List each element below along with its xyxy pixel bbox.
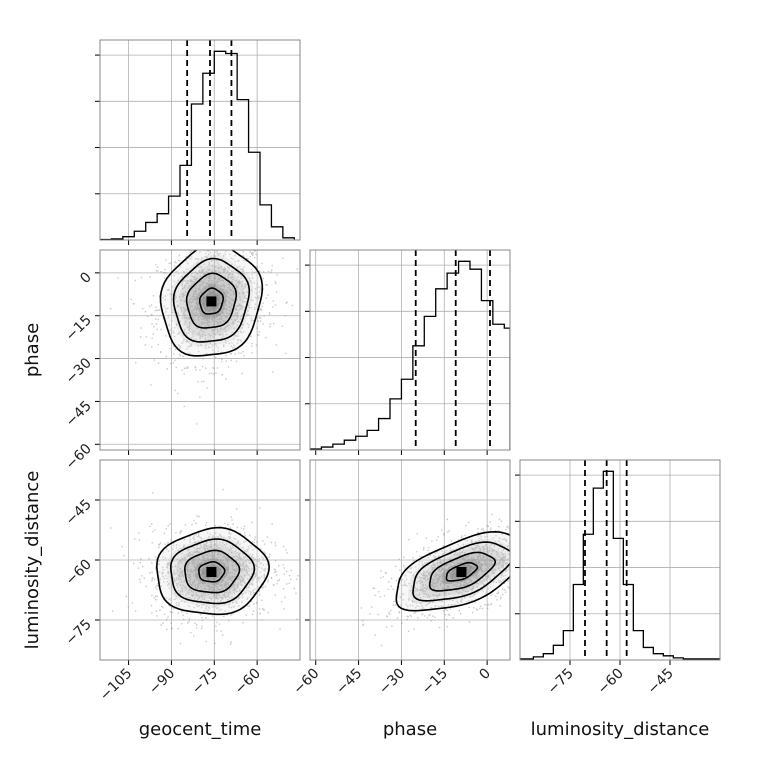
histogram-geocent_time bbox=[95, 39, 301, 245]
histogram-body bbox=[100, 40, 300, 240]
density-shade bbox=[394, 530, 510, 612]
y-tick-label-phase: −15 bbox=[63, 312, 95, 344]
x-tick-label-phase: 0 bbox=[476, 666, 494, 684]
scatter-points bbox=[110, 488, 299, 645]
histogram-step bbox=[520, 470, 720, 660]
x-tick-label-phase: −30 bbox=[376, 666, 408, 698]
panels: −75 −60 −45−60−45−30−150−75−60−45−105 −90 −7… bbox=[63, 39, 721, 705]
pair-phase-luminosity_distance: −60 −45 −30 −15 0 bbox=[290, 459, 511, 698]
x-tick-label-geocent_time: −60 bbox=[232, 666, 264, 698]
y-tick-label-luminosity_distance: −60 bbox=[63, 557, 95, 589]
contour-line bbox=[428, 551, 496, 592]
y-tick-label-phase: −45 bbox=[63, 398, 95, 430]
x-tick-label-phase: −45 bbox=[333, 666, 365, 698]
x-tick-label-phase: −15 bbox=[419, 666, 451, 698]
pair-body bbox=[100, 250, 300, 450]
y-tick-label-phase: 0 bbox=[77, 269, 95, 287]
y-tick-label-luminosity_distance: −45 bbox=[63, 497, 95, 529]
contour-line bbox=[197, 561, 226, 583]
y-axis-label-luminosity-distance: luminosity_distance bbox=[22, 471, 43, 650]
contour-line bbox=[445, 561, 479, 582]
histogram-body bbox=[310, 250, 510, 450]
y-tick-label-phase: −30 bbox=[63, 355, 95, 387]
pair-geocent_time-phase: −60 −45 −30 −15 0 bbox=[63, 249, 301, 473]
x-tick-label-luminosity_distance: −60 bbox=[595, 666, 627, 698]
contour-line bbox=[395, 530, 510, 612]
scatter-points bbox=[360, 513, 510, 647]
x-tick-label-geocent_time: −105 bbox=[97, 666, 136, 705]
density-peak bbox=[456, 567, 467, 577]
histogram-luminosity_distance: −75 −60 −45 bbox=[515, 459, 721, 698]
panel-frame bbox=[309, 249, 511, 451]
contour-line bbox=[183, 549, 241, 594]
panel-frame bbox=[99, 39, 301, 241]
pair-body bbox=[310, 460, 510, 660]
pair-body bbox=[100, 460, 300, 660]
histogram-step bbox=[100, 50, 295, 240]
contour-line bbox=[185, 272, 237, 329]
x-axis-label-luminosity-distance: luminosity_distance bbox=[531, 719, 710, 740]
y-tick-label-phase: −60 bbox=[63, 441, 95, 473]
x-axis-label-geocent-time: geocent_time bbox=[139, 719, 262, 740]
x-tick-label-geocent_time: −75 bbox=[189, 666, 221, 698]
x-tick-label-luminosity_distance: −75 bbox=[545, 666, 577, 698]
histogram-body bbox=[520, 460, 720, 660]
panel-frame bbox=[309, 459, 511, 661]
contour-line bbox=[172, 257, 251, 343]
x-tick-label-phase: −60 bbox=[290, 666, 322, 698]
contour-line bbox=[169, 538, 256, 605]
density-peak bbox=[206, 567, 217, 577]
panel-frame bbox=[99, 459, 301, 661]
panel-frame bbox=[519, 459, 721, 661]
x-axis-label-phase: phase bbox=[383, 719, 437, 740]
y-axis-label-phase: phase bbox=[22, 323, 43, 377]
density-peak bbox=[206, 296, 217, 307]
histogram-step bbox=[310, 260, 510, 450]
x-tick-label-luminosity_distance: −45 bbox=[645, 666, 677, 698]
contour-line bbox=[412, 541, 510, 602]
pair-geocent_time-luminosity_distance: −75 −60 −45 −105 −90 −75 −60 bbox=[63, 459, 301, 705]
panel-frame bbox=[99, 249, 301, 451]
histogram-phase bbox=[305, 249, 511, 455]
contour-line bbox=[198, 287, 224, 315]
x-tick-label-geocent_time: −90 bbox=[146, 666, 178, 698]
y-tick-label-luminosity_distance: −75 bbox=[63, 617, 95, 649]
